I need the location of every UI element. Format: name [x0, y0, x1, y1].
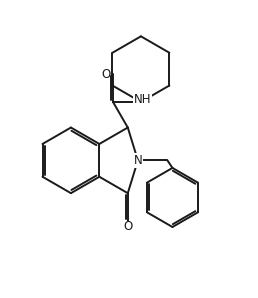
Text: O: O — [101, 68, 111, 80]
Text: N: N — [133, 154, 142, 167]
Text: NH: NH — [133, 93, 151, 106]
Text: O: O — [123, 220, 132, 233]
